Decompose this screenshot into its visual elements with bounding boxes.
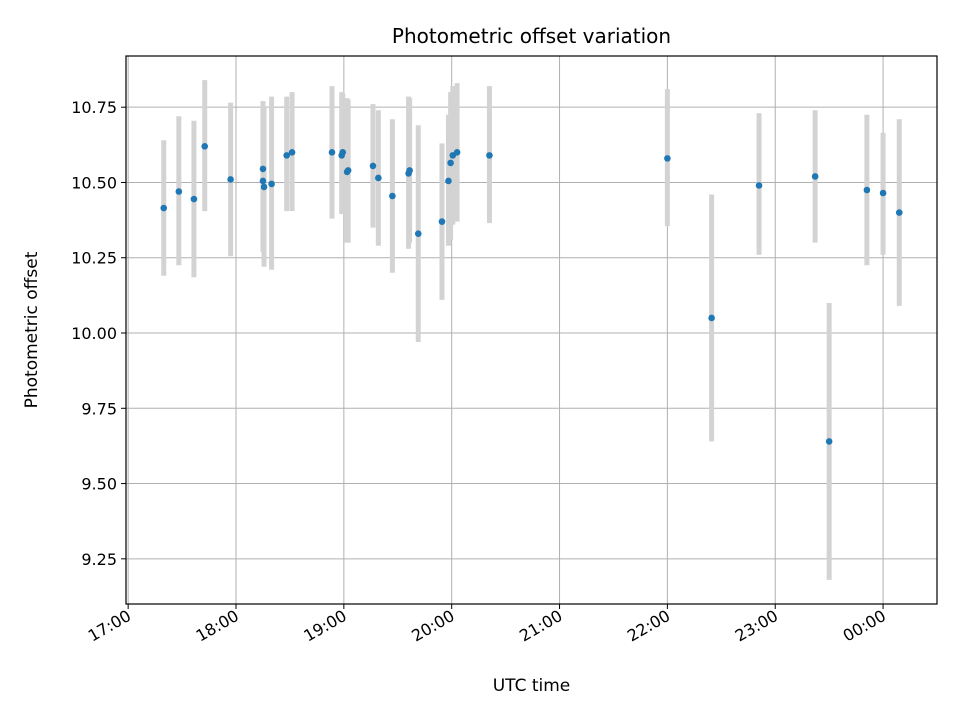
data-point <box>895 209 903 216</box>
plot-frame <box>125 55 938 605</box>
y-tick-label: 10.25 <box>71 249 117 268</box>
y-tick-label: 9.75 <box>81 399 117 418</box>
data-point <box>811 173 819 180</box>
data-point <box>445 177 452 185</box>
data-point <box>160 204 168 212</box>
data-point <box>227 176 234 183</box>
data-point <box>259 165 267 173</box>
y-tick-label: 9.50 <box>81 475 117 494</box>
y-tick-label: 10.00 <box>71 324 117 343</box>
data-point <box>201 143 209 150</box>
data-point <box>190 195 198 203</box>
data-point <box>879 189 887 197</box>
data-point <box>260 183 268 191</box>
y-tick-label: 10.75 <box>71 98 117 117</box>
data-point <box>288 149 296 156</box>
data-point <box>863 186 871 194</box>
chart-title: Photometric offset variation <box>392 24 671 48</box>
data-point <box>453 149 461 156</box>
data-point <box>825 438 833 445</box>
data-point <box>328 149 336 156</box>
data-point <box>259 177 267 185</box>
x-axis-label: UTC time <box>493 676 571 696</box>
data-point <box>175 188 183 195</box>
data-point <box>344 167 352 174</box>
y-axis-label: Photometric offset <box>22 251 42 408</box>
data-point <box>486 152 493 159</box>
data-point <box>664 155 671 162</box>
data-point <box>339 149 347 156</box>
data-point <box>708 314 715 322</box>
data-point <box>447 159 454 167</box>
data-point <box>438 218 446 225</box>
y-tick-label: 10.50 <box>71 173 117 192</box>
y-tick-label: 9.25 <box>81 550 117 569</box>
data-point <box>755 182 763 189</box>
data-point <box>369 162 377 170</box>
data-point <box>268 180 275 188</box>
data-point <box>375 174 382 182</box>
data-point <box>406 167 413 174</box>
data-points <box>160 143 903 445</box>
data-point <box>414 230 422 237</box>
data-point <box>283 152 290 159</box>
data-point <box>389 192 396 200</box>
